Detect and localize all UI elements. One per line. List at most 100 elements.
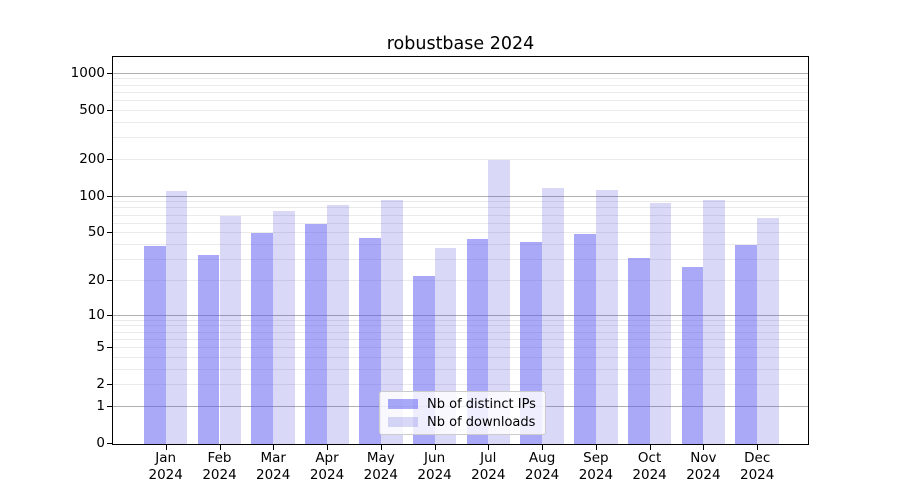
bar-distinct-ips-apr (305, 223, 327, 444)
x-tick-mark-jan (165, 445, 167, 450)
x-tick-month-text: Jul (480, 450, 497, 466)
y-tick-mark-1 (107, 405, 112, 407)
y-tick-label-1000: 1000 (70, 64, 105, 81)
x-tick-label-apr: Apr 2024 (295, 450, 359, 483)
bar-distinct-ips-mar (251, 233, 274, 444)
x-tick-mark-may (380, 445, 382, 450)
gridline-minor (113, 78, 808, 80)
y-tick-label-0: 0 (96, 435, 105, 451)
x-tick-mark-aug (542, 445, 544, 450)
x-tick-label-sep: Sep 2024 (564, 450, 628, 483)
bar-distinct-ips-oct (627, 258, 650, 444)
x-tick-mark-mar (273, 445, 275, 450)
bar-distinct-ips-may (359, 237, 381, 444)
gridline-minor (113, 84, 808, 86)
gridline-minor (113, 338, 808, 340)
legend-item-downloads: Nb of downloads (388, 415, 537, 430)
y-tick-mark-100 (107, 195, 112, 197)
plot-area: 1000 500 200 100 50 20 10 5 2 1 0 Jan 2024 Feb 2024 Mar… (71, 56, 809, 483)
x-tick-mark-apr (327, 445, 328, 450)
gridline-major (113, 72, 808, 74)
legend: Nb of distinct IPs Nb of downloads (379, 391, 546, 435)
gridline-minor (113, 325, 808, 327)
y-tick-mark-1000 (107, 72, 112, 74)
gridline-major (113, 314, 808, 316)
x-tick-mark-feb (219, 445, 221, 450)
y-tick-label-2: 2 (96, 376, 105, 393)
x-tick-mark-jun (434, 445, 436, 450)
x-tick-label-dec: Dec 2024 (725, 450, 789, 483)
x-tick-mark-dec (757, 445, 759, 450)
y-tick-mark-2 (107, 384, 112, 386)
gridline-minor (113, 207, 808, 209)
x-tick-mark-nov (703, 445, 705, 450)
x-tick-year-text: 2024 (578, 466, 614, 483)
x-tick-label-nov: Nov 2024 (671, 450, 735, 483)
x-tick-label-aug: Aug 2024 (510, 450, 574, 483)
x-tick-month-text: Oct (637, 450, 662, 466)
bar-downloads-sep (595, 189, 618, 444)
legend-swatch-distinct-ips-icon (388, 399, 418, 409)
gridline-minor (113, 368, 808, 370)
legend-item-distinct-ips: Nb of distinct IPs (388, 397, 537, 412)
x-tick-label-may: May 2024 (349, 450, 413, 483)
gridline-minor (113, 222, 808, 224)
y-tick-mark-200 (107, 158, 112, 160)
x-tick-year-text: 2024 (148, 466, 183, 483)
y-tick-mark-20 (107, 279, 112, 281)
gridline-minor (113, 214, 808, 216)
bar-downloads-nov (703, 199, 726, 444)
bar-downloads-jan (165, 191, 188, 444)
x-tick-year-text: 2024 (686, 466, 721, 483)
gridline-minor (113, 91, 808, 93)
gridline-minor (113, 319, 808, 321)
x-tick-month-text: Jun (424, 450, 446, 466)
x-tick-month-text: Dec (744, 450, 771, 466)
x-tick-year-text: 2024 (417, 466, 452, 483)
x-tick-label-oct: Oct 2024 (618, 450, 682, 483)
x-tick-month-text: Mar (260, 450, 286, 466)
bar-downloads-apr (327, 204, 349, 444)
y-tick-label-50: 50 (87, 224, 105, 241)
y-tick-label-500: 500 (79, 101, 105, 118)
chart-title: robustbase 2024 (386, 34, 535, 54)
legend-swatch-downloads-icon (388, 417, 418, 427)
gridline-minor (113, 158, 808, 160)
x-tick-year-text: 2024 (524, 466, 560, 483)
x-tick-mark-oct (649, 445, 651, 450)
x-tick-year-text: 2024 (309, 466, 345, 483)
y-tick-mark-10 (107, 314, 112, 316)
bar-downloads-aug (542, 188, 564, 444)
bar-downloads-feb (219, 215, 242, 444)
y-tick-mark-0 (107, 443, 112, 444)
y-tick-label-1: 1 (96, 397, 105, 414)
bar-distinct-ips-dec (735, 244, 758, 444)
gridline-minor (113, 331, 808, 333)
y-tick-label-10: 10 (87, 306, 105, 323)
x-tick-month-text: Aug (528, 450, 556, 466)
y-tick-mark-5 (107, 347, 112, 348)
x-tick-month-text: Apr (315, 450, 339, 466)
gridline-minor (113, 100, 808, 101)
x-tick-label-jan: Jan 2024 (134, 450, 198, 483)
x-tick-month-text: Feb (207, 450, 232, 466)
y-tick-mark-50 (107, 232, 112, 234)
x-tick-label-feb: Feb 2024 (188, 450, 252, 483)
legend-label-distinct-ips: Nb of distinct IPs (427, 396, 536, 412)
bar-distinct-ips-nov (681, 267, 704, 444)
gridline-minor (113, 121, 808, 123)
x-tick-year-text: 2024 (202, 466, 237, 483)
bar-downloads-dec (757, 217, 779, 444)
bar-distinct-ips-jan (143, 246, 166, 444)
bar-distinct-ips-feb (197, 255, 220, 444)
bar-downloads-jul (488, 160, 511, 444)
bar-distinct-ips-sep (574, 234, 596, 444)
gridline-minor (113, 356, 808, 358)
x-tick-month-text: Sep (583, 450, 609, 466)
bar-downloads-may (380, 199, 403, 444)
gridline-minor (113, 258, 808, 260)
x-tick-month-text: Nov (690, 450, 717, 466)
x-tick-year-text: 2024 (256, 466, 291, 483)
x-tick-year-text: 2024 (632, 466, 667, 483)
